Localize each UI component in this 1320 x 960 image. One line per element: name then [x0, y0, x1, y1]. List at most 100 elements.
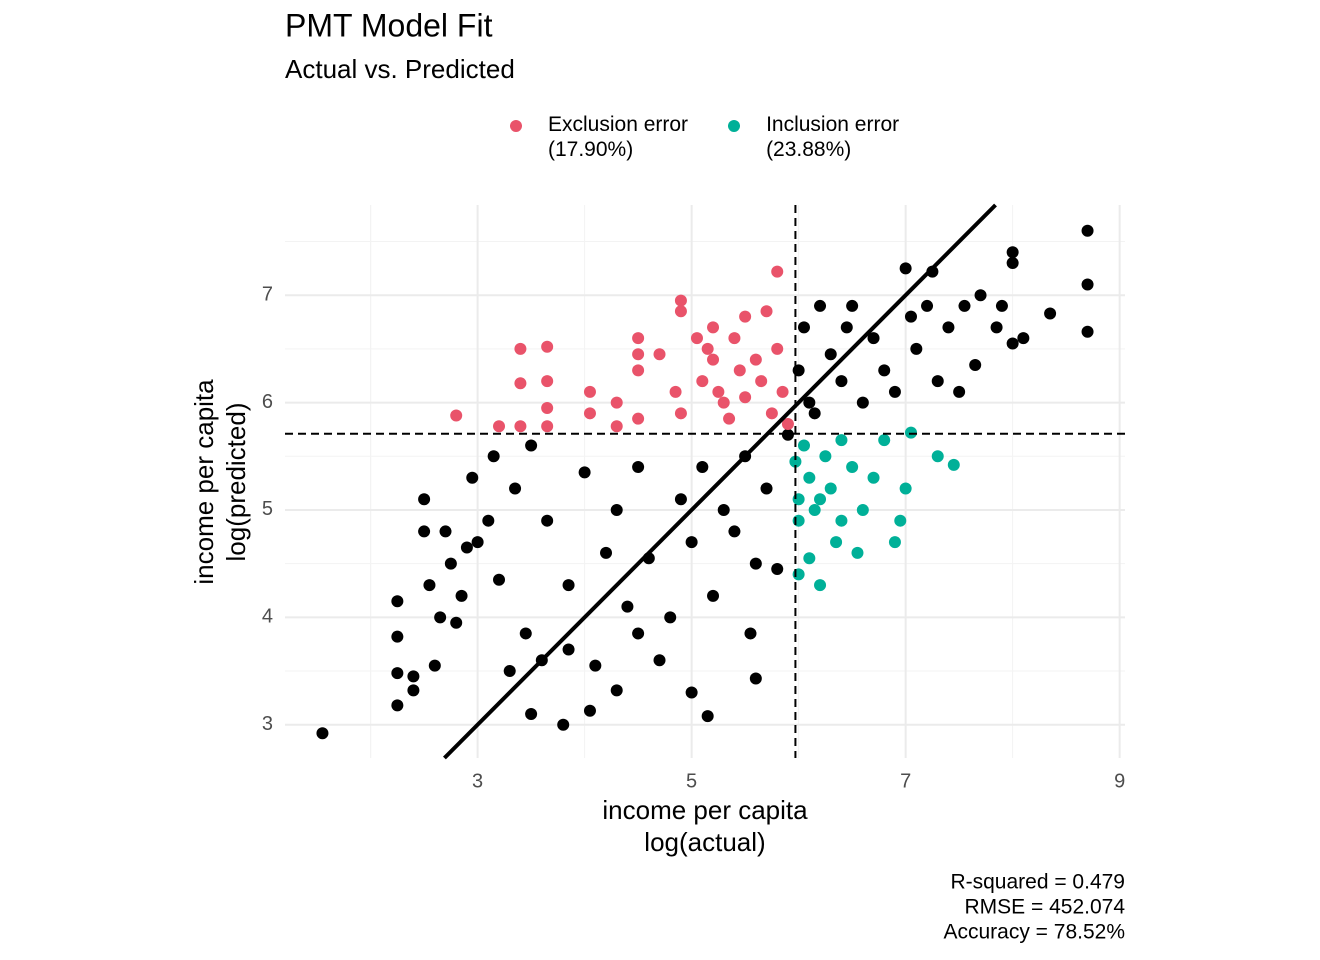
point — [717, 396, 730, 409]
x-axis-label: log(actual) — [644, 827, 765, 857]
point — [610, 503, 623, 516]
point — [781, 418, 794, 431]
x-tick-label: 5 — [686, 770, 697, 792]
point — [723, 412, 736, 425]
point — [519, 627, 532, 640]
point — [653, 348, 666, 361]
point — [696, 461, 709, 474]
point — [423, 579, 436, 592]
point — [749, 672, 762, 685]
point — [707, 589, 720, 602]
point — [428, 659, 441, 672]
chart-title: PMT Model Fit — [285, 7, 493, 43]
legend-swatch — [510, 120, 522, 132]
point — [1081, 224, 1094, 237]
point — [541, 514, 554, 527]
point — [444, 557, 457, 570]
legend-swatch — [728, 120, 741, 132]
chart-subtitle: Actual vs. Predicted — [285, 54, 515, 84]
point — [541, 340, 554, 353]
point — [690, 332, 703, 345]
point — [1006, 246, 1019, 259]
point — [541, 401, 554, 414]
point — [632, 461, 645, 474]
point — [610, 420, 623, 433]
point — [819, 450, 832, 463]
point — [931, 375, 944, 388]
point — [814, 299, 827, 312]
point — [471, 536, 484, 549]
point — [632, 348, 645, 361]
point — [867, 332, 880, 345]
point — [894, 514, 907, 527]
point — [904, 426, 917, 439]
point — [460, 541, 473, 554]
point — [835, 375, 848, 388]
point — [583, 385, 596, 398]
point — [1081, 325, 1094, 338]
point — [493, 420, 506, 433]
point — [466, 471, 479, 484]
point — [487, 450, 500, 463]
point — [958, 299, 971, 312]
point — [835, 434, 848, 447]
point — [653, 654, 666, 667]
point — [749, 557, 762, 570]
annotation: R-squared = 0.479 — [950, 871, 1125, 894]
point — [391, 699, 404, 712]
points — [316, 224, 1094, 740]
point — [664, 611, 677, 624]
point — [391, 630, 404, 643]
point — [621, 600, 634, 613]
point — [482, 514, 495, 527]
point — [493, 573, 506, 586]
point — [557, 718, 570, 731]
annotation: RMSE = 452.074 — [964, 896, 1125, 919]
point — [739, 391, 752, 404]
point — [1044, 307, 1057, 320]
point — [541, 420, 554, 433]
point — [947, 458, 960, 471]
point — [797, 321, 810, 334]
point — [509, 482, 522, 495]
point — [707, 353, 720, 366]
point — [899, 482, 912, 495]
y-axis-label-line: income per capita — [189, 379, 219, 585]
point — [781, 428, 794, 441]
point — [990, 321, 1003, 334]
x-tick-label: 3 — [472, 770, 483, 792]
point — [803, 471, 816, 484]
point — [749, 353, 762, 366]
point — [696, 375, 709, 388]
point — [739, 310, 752, 323]
y-tick-label: 6 — [262, 391, 273, 413]
point — [942, 321, 955, 334]
legend-label: Exclusion error (17.90%) — [548, 113, 689, 161]
annotation: Accuracy = 78.52% — [943, 921, 1125, 944]
y-tick-label: 4 — [262, 606, 273, 628]
point — [583, 704, 596, 717]
point — [969, 358, 982, 371]
point — [600, 546, 613, 559]
point — [562, 579, 575, 592]
point — [814, 493, 827, 506]
point — [995, 299, 1008, 312]
y-axis-label-line: log(predicted) — [221, 403, 251, 562]
point — [888, 385, 901, 398]
point — [391, 595, 404, 608]
point — [851, 546, 864, 559]
point — [418, 525, 431, 538]
point — [1006, 337, 1019, 350]
point — [765, 407, 778, 420]
point — [830, 536, 843, 549]
point — [744, 627, 757, 640]
y-axis-label: income per capita log(predicted) — [189, 379, 251, 585]
point — [803, 552, 816, 565]
point — [808, 407, 821, 420]
point — [1017, 332, 1030, 345]
point — [701, 342, 714, 355]
point — [888, 536, 901, 549]
point — [541, 375, 554, 388]
point — [867, 471, 880, 484]
